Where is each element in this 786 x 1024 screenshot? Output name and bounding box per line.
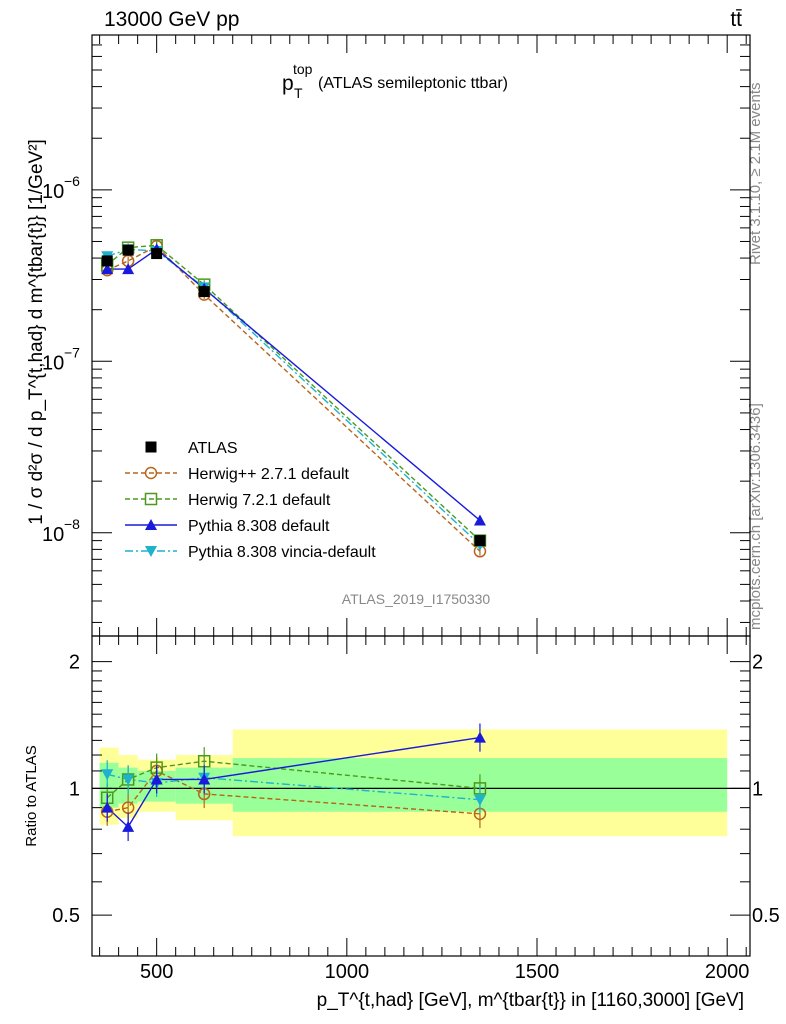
x-axis-label: p_T^{t,had} [GeV], m^{tbar{t}} in [1160,…: [317, 990, 744, 1011]
ratio-point-pythia: [101, 801, 114, 813]
legend-label-herwig7: Herwig 7.2.1 default: [188, 492, 331, 509]
data-point-atlas: [101, 255, 113, 267]
title-main: p: [282, 72, 294, 95]
data-point-atlas: [198, 286, 210, 298]
x-tick-label: 1000: [325, 961, 370, 983]
main-series-markers: [100, 239, 487, 558]
data-point-pythia: [473, 514, 486, 526]
ratio-point-pythia: [198, 773, 211, 785]
x-ticks: 500 1000 1500 2000: [99, 35, 750, 983]
legend: ATLAS Herwig++ 2.7.1 default Herwig 7.2.1 …: [125, 440, 376, 561]
main-panel: 10−610−710−8 p T top (ATLAS semileptonic…: [26, 34, 751, 637]
ratio-point-pythia: [150, 773, 163, 785]
legend-marker-herwigpp: [144, 466, 158, 480]
y-tick-label: 10: [42, 352, 64, 374]
data-point-pythia: [122, 263, 135, 275]
y-tick-exponent: −8: [64, 516, 80, 532]
legend-marker-atlas: [145, 441, 157, 453]
y-tick-label: 10: [42, 524, 64, 546]
ratio-point-pythia: [473, 731, 486, 743]
legend-label-vincia: Pythia 8.308 vincia-default: [188, 544, 376, 561]
legend-marker-vincia: [145, 546, 157, 557]
ratio-y-tick-label-left: 1: [69, 778, 80, 800]
x-tick-label: 500: [140, 961, 173, 983]
ratio-y-tick-label-right: 0.5: [752, 905, 780, 927]
ratio-panel: 0.5 0.5 1 1 2 2 500 1000 1500 2000 Ratio to ATLA…: [23, 35, 780, 1011]
x-tick-label: 2000: [705, 961, 750, 983]
legend-label-pythia: Pythia 8.308 default: [188, 518, 330, 535]
ratio-y-tick-label-left: 0.5: [52, 905, 80, 927]
process-label: tt̄: [730, 8, 742, 31]
series-line-herwig7: [106, 244, 481, 542]
legend-marker-herwig7: [144, 492, 158, 506]
ratio-y-tick-label-right: 1: [752, 778, 763, 800]
ratio-point-pythia: [122, 820, 135, 832]
series-line-herwigpp: [106, 245, 481, 552]
legend-label-herwigpp: Herwig++ 2.7.1 default: [188, 466, 350, 483]
rivet-version-label: Rivet 3.1.10, ≥ 2.1M events: [747, 83, 764, 266]
ratio-point-vincia: [122, 774, 135, 786]
ratio-y-tick-label-left: 2: [69, 652, 80, 674]
ratio-y-ticks: 0.5 0.5 1 1 2 2: [52, 652, 780, 928]
title-sub: T: [294, 85, 303, 101]
ratio-point-vincia: [473, 794, 486, 806]
data-point-atlas: [474, 535, 486, 547]
data-point-pythia: [101, 263, 114, 275]
energy-label: 13000 GeV pp: [104, 8, 239, 31]
data-point-atlas: [151, 248, 163, 260]
ratio-y-tick-label-right: 2: [752, 652, 763, 674]
ratio-y-axis-label: Ratio to ATLAS: [23, 745, 40, 846]
y-tick-exponent: −6: [64, 173, 80, 189]
mcplots-label: mcplots.cern.ch [arXiv:1306.3436]: [747, 403, 764, 630]
y-tick-label: 10: [42, 181, 64, 203]
legend-label-atlas: ATLAS: [188, 440, 238, 457]
x-tick-label: 1500: [515, 961, 560, 983]
y-tick-exponent: −7: [64, 344, 80, 360]
ratio-frame: [91, 635, 751, 957]
analysis-id: ATLAS_2019_I1750330: [342, 591, 491, 607]
ratio-point-vincia: [101, 769, 114, 781]
main-y-ticks: 10−610−710−8: [42, 34, 750, 623]
chart-title: p T top (ATLAS semileptonic ttbar): [282, 61, 508, 101]
main-y-axis-label: 1 / σ d²σ / d p_T^{t,had} d m^{tbar{t}} …: [26, 139, 47, 525]
legend-marker-pythia: [145, 519, 157, 530]
ratio-series-markers: [100, 723, 487, 842]
title-rest: (ATLAS semileptonic ttbar): [318, 75, 508, 92]
title-sup: top: [293, 61, 313, 77]
data-point-atlas: [122, 244, 134, 256]
